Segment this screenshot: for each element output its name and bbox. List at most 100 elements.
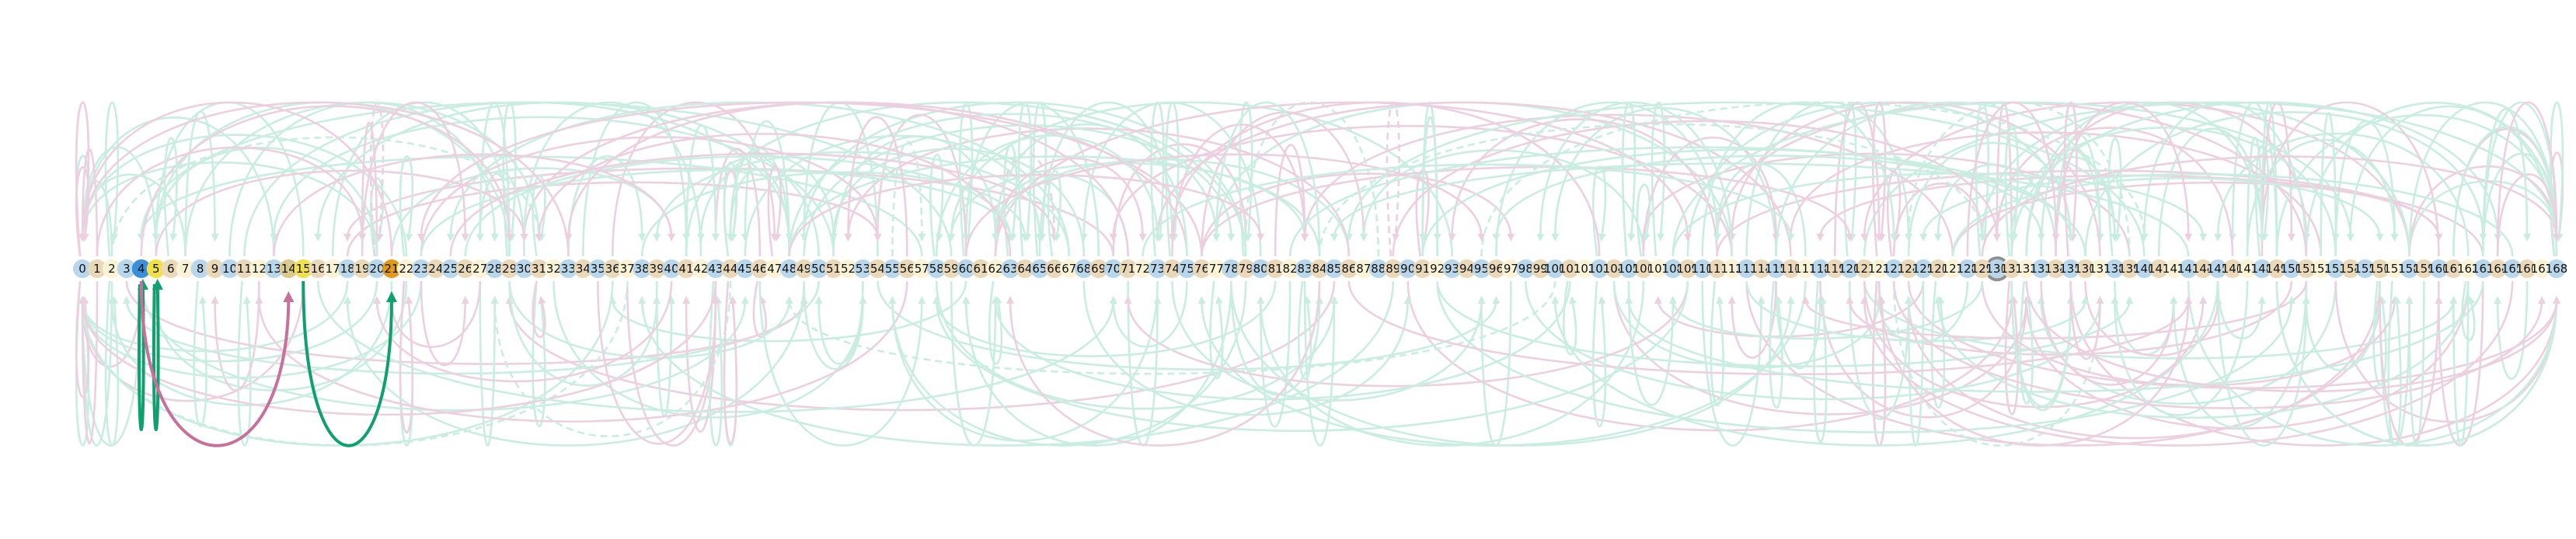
node: 48 [779,259,799,278]
node: 152 [2309,259,2332,278]
faint-edge [1386,101,1400,257]
node-label: 55 [885,262,900,276]
node: 73 [1148,259,1167,278]
node-label: 129 [1971,262,1994,276]
node-circle [1987,259,2006,278]
node-label: 62 [988,262,1003,276]
node: 64 [1015,259,1034,278]
node: 117 [1794,259,1817,278]
node: 116 [1779,259,1802,278]
node: 34 [573,259,593,278]
faint-edge [1017,101,1033,257]
node-circle [1752,259,1771,278]
node-label: 134 [2044,262,2067,276]
faint-edge [2007,127,2337,257]
faint-edge [994,152,1058,257]
node: 33 [559,259,578,278]
node: 119 [1824,259,1846,278]
node-label: 138 [2104,262,2126,276]
node-label: 70 [1106,262,1121,276]
node-label: 4 [138,262,145,276]
node-circle [2017,259,2036,278]
node-circle [190,259,210,278]
node-circle [1678,259,1697,278]
node: 143 [2177,259,2200,278]
node-label: 48 [782,262,797,276]
node-label: 72 [1135,262,1150,276]
node-circle [396,259,416,278]
node: 52 [838,259,858,278]
node-circle [500,259,519,278]
node: 135 [2059,259,2082,278]
node: 45 [735,259,755,278]
node-circle [706,259,725,278]
faint-edge [814,280,864,365]
node-circle [1929,259,1947,278]
node: 94 [1457,259,1476,278]
node-circle [1030,259,1049,278]
faint-edge [2305,101,2560,257]
node-circle [898,259,917,278]
node-label: 12 [252,262,267,276]
node-label: 79 [1239,262,1253,276]
node-circle [2002,259,2021,278]
node: 100 [1544,259,1567,278]
faint-edge [508,280,793,359]
node-label: 158 [2398,262,2421,276]
node-label: 144 [2192,262,2215,276]
node: 21 [382,259,401,278]
faint-edge [163,137,178,257]
faint-edge [891,141,926,257]
faint-edge [1201,165,1854,257]
node-circle [2341,259,2360,278]
node: 138 [2104,259,2126,278]
node: 46 [750,259,769,278]
faint-edge [2496,173,2560,257]
node-label: 148 [2251,262,2274,276]
node: 27 [470,259,490,278]
node: 86 [1339,259,1358,278]
node-label: 49 [797,262,811,276]
node: 95 [1472,259,1491,278]
faint-edge [75,101,90,257]
node-circle [588,259,608,278]
faint-edge [1168,101,1601,257]
node-label: 34 [576,262,591,276]
node-circle [470,259,490,278]
node-circle [1442,259,1462,278]
node-label: 132 [2015,262,2037,276]
node: 5 [146,259,166,278]
node: 129 [1971,259,1994,278]
node-circle [2090,259,2110,278]
node-circle [2459,259,2478,278]
faint-edge [1834,101,1884,257]
faint-edge [723,161,738,257]
faint-edge [2157,127,2266,257]
node: 148 [2251,259,2274,278]
node-circle [618,259,637,278]
faint-edge [723,280,738,444]
faint-edge [626,280,720,447]
node-circle [455,259,475,278]
faint-edge [2461,280,2476,342]
node-circle [1236,259,1256,278]
node-circle [1531,259,1550,278]
faint-edge [2040,280,2178,386]
node-label: 86 [1341,262,1356,276]
node-circle [2532,259,2552,278]
node-label: 68 [1076,262,1091,276]
node-circle [205,259,225,278]
node: 156 [2369,259,2391,278]
node-circle [2518,259,2537,278]
faint-edge [1201,111,1368,257]
faint-edge [2107,137,2122,257]
node-circle [1870,259,1889,278]
faint-edge [346,181,882,257]
node: 140 [2133,259,2156,278]
node-label: 159 [2413,262,2435,276]
node-circle [1192,259,1211,278]
node: 55 [883,259,902,278]
node-circle [720,259,740,278]
faint-edge [2494,280,2529,381]
node: 3 [117,259,136,278]
